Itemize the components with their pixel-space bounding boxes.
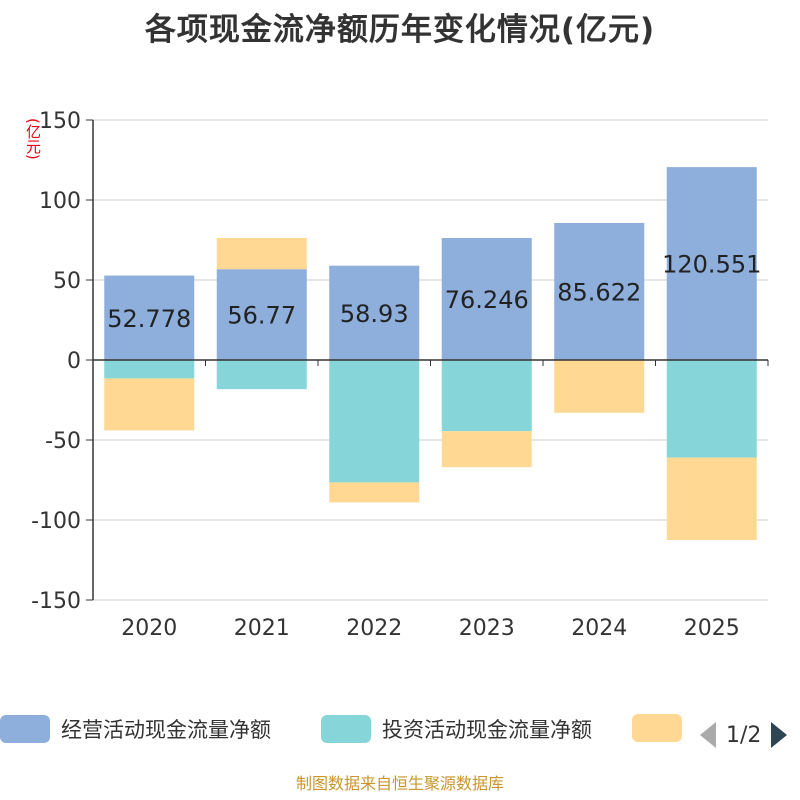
legend-label-operating: 经营活动现金流量净额 <box>61 718 271 742</box>
legend-swatch-financing <box>632 714 682 742</box>
data-labels: 52.778 56.77 58.93 76.246 85.622 120.551 <box>107 251 761 333</box>
bar-0-2020[interactable] <box>104 275 195 360</box>
x-tick-label: 2021 <box>234 616 290 641</box>
legend-item-investing[interactable]: 投资活动现金流量净额 <box>321 714 592 744</box>
legend-label-investing: 投资活动现金流量净额 <box>382 718 592 742</box>
x-tick-label: 2025 <box>684 616 740 641</box>
chart-title: 各项现金流净额历年变化情况(亿元) <box>144 12 656 48</box>
bar-2-2025[interactable] <box>666 457 757 540</box>
bar-2-2020[interactable] <box>104 378 195 431</box>
data-label: 58.93 <box>340 300 409 328</box>
y-tick-label: -100 <box>31 509 81 534</box>
legend-page-indicator: 1/2 <box>726 722 762 748</box>
legend-swatch-investing <box>321 715 371 743</box>
bar-2-2022[interactable] <box>329 482 420 503</box>
bar-1-2023[interactable] <box>441 360 532 432</box>
bar-chart: 150 100 50 0 -50 -100 -150 2020 2021 2022 2023 2024… <box>31 109 769 641</box>
bar-0-2023[interactable] <box>441 238 532 360</box>
bar-1-2022[interactable] <box>329 360 420 483</box>
bar-0-2021[interactable] <box>216 269 307 360</box>
bar-series <box>104 167 757 540</box>
bar-1-2020[interactable] <box>104 360 195 379</box>
bar-0-2025[interactable] <box>666 167 757 360</box>
x-tick-label: 2022 <box>346 616 402 641</box>
data-label: 120.551 <box>662 251 761 279</box>
legend-pager: 1/2 <box>700 714 788 756</box>
y-tick-label: 0 <box>67 349 81 374</box>
prev-page-icon[interactable] <box>700 722 716 748</box>
bar-0-2024[interactable] <box>554 223 645 360</box>
x-tick-label: 2024 <box>571 616 627 641</box>
legend-swatch-operating <box>0 715 50 743</box>
y-tick-label: 150 <box>39 109 81 134</box>
axes: 150 100 50 0 -50 -100 -150 2020 2021 2022 2023 2024… <box>31 109 769 641</box>
data-label: 56.77 <box>227 302 296 330</box>
bar-1-2025[interactable] <box>666 360 757 458</box>
bar-1-2021[interactable] <box>216 360 307 390</box>
y-tick-label: -150 <box>31 589 81 614</box>
bar-2-2024[interactable] <box>554 360 645 413</box>
y-tick-label: -50 <box>45 429 81 454</box>
legend-item-financing[interactable] <box>632 714 682 742</box>
legend: 经营活动现金流量净额 投资活动现金流量净额 1/2 <box>0 714 800 756</box>
bar-2-2021[interactable] <box>216 237 307 270</box>
x-tick-label: 2023 <box>459 616 515 641</box>
y-axis-unit: (亿元) <box>24 118 42 160</box>
legend-item-operating[interactable]: 经营活动现金流量净额 <box>0 714 271 744</box>
bar-2-2023[interactable] <box>441 431 532 468</box>
y-tick-label: 100 <box>39 189 81 214</box>
grid-lines <box>93 119 768 601</box>
bar-0-2022[interactable] <box>329 265 420 360</box>
next-page-icon[interactable] <box>771 722 788 748</box>
data-source: 制图数据来自恒生聚源数据库 <box>295 774 504 793</box>
y-tick-label: 50 <box>53 269 81 294</box>
data-label: 52.778 <box>107 305 191 333</box>
x-tick-label: 2020 <box>121 616 177 641</box>
data-label: 76.246 <box>445 286 529 314</box>
data-label: 85.622 <box>557 279 641 307</box>
